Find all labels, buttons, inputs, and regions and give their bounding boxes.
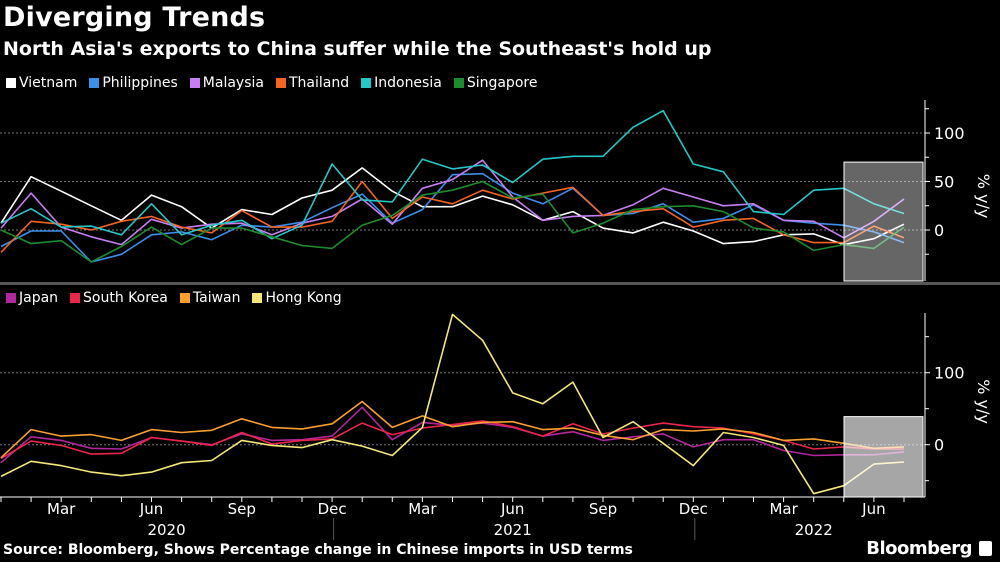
- legend-swatch: [453, 78, 464, 88]
- legend-swatch: [6, 78, 16, 88]
- legend-swatch: [89, 78, 100, 88]
- x-tick-label: Dec: [318, 500, 347, 518]
- chart-title: Diverging Trends: [3, 2, 266, 33]
- legend-item: Hong Kong: [252, 290, 342, 306]
- chart-subtitle: North Asia's exports to China suffer whi…: [3, 38, 712, 60]
- x-tick-label: Mar: [408, 500, 437, 518]
- legend-label: Indonesia: [374, 75, 442, 91]
- x-tick-label: Sep: [228, 500, 256, 518]
- legend-label: Philippines: [102, 75, 178, 91]
- legend-item: Singapore: [453, 75, 538, 91]
- bloomberg-logo: Bloomberg: [866, 538, 972, 559]
- legend-label: South Korea: [83, 290, 168, 306]
- legend-label: Malaysia: [202, 75, 264, 91]
- x-tick-label: Sep: [589, 500, 617, 518]
- source-note: Source: Bloomberg, Shows Percentage chan…: [3, 542, 633, 558]
- legend-label: Thailand: [288, 75, 350, 91]
- series-line-hong-kong: [0, 313, 905, 495]
- y-tick-label: 0: [934, 436, 944, 455]
- legend-top: Vietnam Philippines Malaysia Thailand Indone…: [6, 75, 537, 91]
- panel-divider: [0, 282, 1000, 285]
- legend-label: Hong Kong: [265, 290, 342, 306]
- legend-swatch: [179, 293, 190, 303]
- highlight-boxes: [843, 161, 924, 498]
- series-line-thailand: [0, 180, 905, 253]
- legend-bottom: Japan South Korea Taiwan Hong Kong: [6, 290, 342, 306]
- x-year-label: 2022: [795, 521, 833, 539]
- legend-item: Vietnam: [6, 75, 77, 91]
- legend-swatch: [252, 293, 263, 303]
- x-year-label: 2021: [494, 521, 532, 539]
- legend-item: Malaysia: [189, 75, 264, 91]
- legend-item: Taiwan: [179, 290, 241, 306]
- x-tick-label: Mar: [769, 500, 798, 518]
- x-year-label: 2020: [147, 521, 185, 539]
- y-tick-label: 100: [934, 124, 965, 143]
- axes: 0 50 100 % y/y 0 100 % y/y Mar Jun Sep Dec Mar Jun Se…: [0, 100, 1000, 540]
- x-tick-label: Jun: [861, 500, 885, 518]
- legend-item: Japan: [6, 290, 58, 306]
- x-tick-label: Mar: [47, 500, 76, 518]
- y-tick-label: 0: [934, 221, 944, 240]
- legend-item: Indonesia: [361, 75, 442, 91]
- x-tick-label: Jun: [500, 500, 524, 518]
- y-axis-label: % y/y: [974, 174, 993, 219]
- series-line-vietnam: [0, 167, 905, 246]
- legend-label: Singapore: [466, 75, 538, 91]
- series-line-south-korea: [0, 420, 904, 460]
- y-tick-label: 100: [934, 364, 965, 383]
- legend-label: Vietnam: [19, 75, 78, 91]
- bloomberg-terminal-icon: [979, 541, 992, 556]
- legend-swatch: [361, 78, 372, 88]
- legend-label: Japan: [19, 290, 59, 306]
- highlight-box: [843, 161, 924, 282]
- legend-swatch: [70, 293, 81, 303]
- series-line-philippines: [0, 172, 905, 263]
- legend-swatch: [189, 78, 200, 88]
- legend-label: Taiwan: [192, 290, 241, 306]
- x-tick-label: Dec: [679, 500, 708, 518]
- series-lines: [0, 109, 905, 495]
- series-line-malaysia: [0, 159, 905, 246]
- series-line-singapore: [0, 180, 905, 263]
- series-line-taiwan: [0, 400, 905, 459]
- legend-item: Thailand: [275, 75, 350, 91]
- legend-item: South Korea: [70, 290, 168, 306]
- highlight-box: [843, 416, 924, 498]
- y-tick-label: 50: [934, 173, 954, 192]
- legend-swatch: [6, 293, 16, 303]
- gridlines: [0, 132, 925, 446]
- y-axis-label: % y/y: [974, 379, 993, 424]
- x-tick-label: Jun: [139, 500, 163, 518]
- series-line-indonesia: [0, 109, 905, 240]
- legend-swatch: [275, 78, 286, 88]
- legend-item: Philippines: [89, 75, 178, 91]
